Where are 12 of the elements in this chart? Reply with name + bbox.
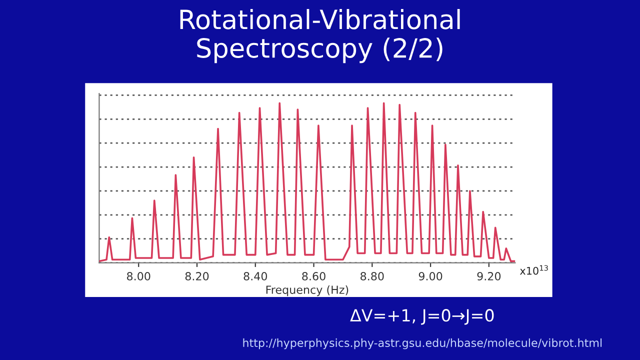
- x-tick-label: 8.00: [126, 272, 150, 280]
- text: http://hyperphysics.phy-astr.gsu.edu/hbase/molecule/vibrot.html: [243, 338, 602, 350]
- x-tick-label: 8.80: [360, 272, 384, 280]
- chart-title: Rotational-Vibrational Spectroscopy (2/2): [180, 9, 460, 64]
- text: x10$^{13}$: [520, 265, 548, 275]
- x-tick-label: 8.20: [185, 272, 209, 280]
- text: ΔV=+1, J=0→J=0: [350, 309, 494, 325]
- x-tick-label: 9.00: [418, 272, 442, 280]
- x-tick-label: 8.40: [244, 272, 268, 280]
- x-tick-label: 9.20: [477, 272, 501, 280]
- x-tick-label: 8.60: [302, 272, 326, 280]
- x-axis-title: Frequency (Hz): [266, 285, 348, 296]
